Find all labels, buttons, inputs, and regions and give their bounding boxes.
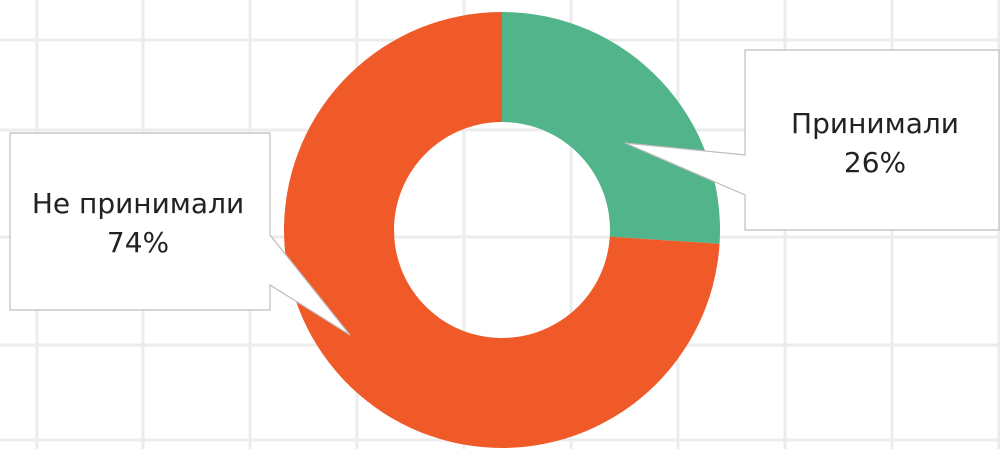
callout-box bbox=[9, 132, 351, 336]
donut-slice bbox=[502, 12, 720, 244]
donut bbox=[283, 12, 720, 448]
slice-value-label: 26% bbox=[844, 146, 906, 179]
slice-value-label: 74% bbox=[107, 226, 169, 259]
slice-label: Принимали bbox=[791, 107, 959, 140]
donut-slice bbox=[283, 12, 720, 448]
slice-label: Не принимали bbox=[32, 187, 244, 220]
callout-box bbox=[624, 49, 1000, 231]
